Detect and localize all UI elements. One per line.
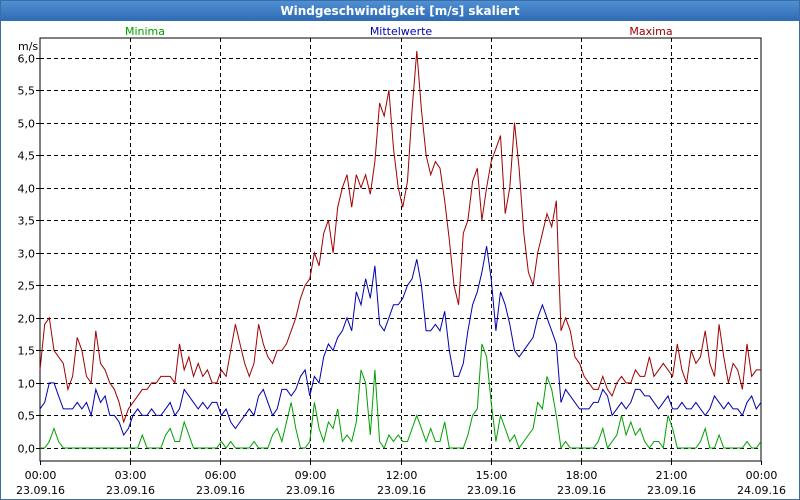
x-tick-date-label: 23.09.16 xyxy=(196,484,245,497)
y-tick-label: 2,5 xyxy=(18,280,36,293)
x-tick-time-label: 21:00 xyxy=(656,469,688,482)
plot-frame xyxy=(39,37,762,462)
x-tick-date-label: 23.09.16 xyxy=(286,484,335,497)
x-tick-time-label: 03:00 xyxy=(115,469,147,482)
y-tick-label: 1,0 xyxy=(18,378,36,391)
x-axis-ticks: 00:00 23.09.16 03:00 23.09.16 06:00 23.09.16 0… xyxy=(16,461,786,497)
series-line-max xyxy=(39,50,761,424)
series-line-mean xyxy=(39,246,762,437)
legend-minima: Minima xyxy=(125,25,165,38)
x-tick-time-label: 12:00 xyxy=(386,469,418,482)
legend-maxima: Maxima xyxy=(629,25,672,38)
x-tick-date-label: 24.09.16 xyxy=(737,484,786,497)
x-tick-time-label: 00:00 xyxy=(25,469,57,482)
y-tick-label: 4,5 xyxy=(18,150,36,163)
x-tick-date-label: 23.09.16 xyxy=(467,484,516,497)
legend-mittelwerte: Mittelwerte xyxy=(370,25,433,38)
y-axis-ticks: 0,0 0,5 1,0 1,5 2,0 2,5 3,0 3,5 4,0 4,5 5,0 5,5 6,0 xyxy=(18,53,40,456)
x-tick-time-label: 06:00 xyxy=(205,469,237,482)
y-tick-label: 1,5 xyxy=(18,345,36,358)
chart-title: Windgeschwindigkeit [m/s] skaliert xyxy=(1,1,799,21)
x-tick-time-label: 18:00 xyxy=(566,469,598,482)
y-tick-label: 5,5 xyxy=(18,85,36,98)
y-tick-label: 3,5 xyxy=(18,215,36,228)
x-tick-date-label: 23.09.16 xyxy=(647,484,696,497)
x-tick-time-label: 00:00 xyxy=(746,469,778,482)
x-tick-date-label: 23.09.16 xyxy=(557,484,606,497)
x-tick-time-label: 09:00 xyxy=(295,469,327,482)
y-tick-label: 0,5 xyxy=(18,410,36,423)
y-tick-label: 5,0 xyxy=(18,118,36,131)
y-tick-label: 0,0 xyxy=(18,443,36,456)
y-tick-label: 4,0 xyxy=(18,183,36,196)
y-tick-label: 6,0 xyxy=(18,53,36,66)
series-line-min xyxy=(40,343,762,450)
y-axis-unit-label: m/s xyxy=(18,40,38,53)
x-tick-date-label: 23.09.16 xyxy=(106,484,155,497)
x-tick-date-label: 23.09.16 xyxy=(16,484,65,497)
x-tick-date-label: 23.09.16 xyxy=(377,484,426,497)
x-tick-time-label: 15:00 xyxy=(476,469,508,482)
series-lines xyxy=(39,50,762,450)
grid-lines xyxy=(40,38,761,461)
y-tick-label: 3,0 xyxy=(18,248,36,261)
y-tick-label: 2,0 xyxy=(18,313,36,326)
